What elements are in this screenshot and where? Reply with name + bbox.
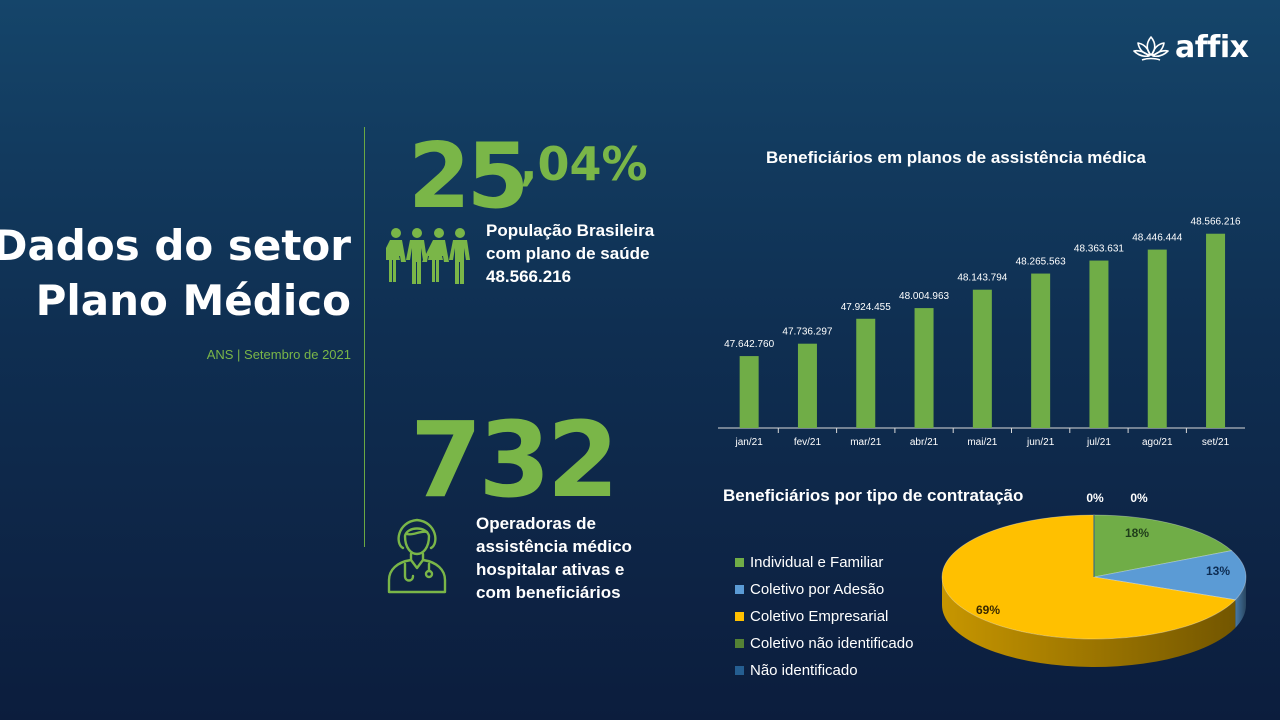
x-tick-label: jan/21 xyxy=(735,437,764,448)
pie-value-label: 0% xyxy=(1130,491,1148,505)
beneficiaries-bar-chart: 47.642.760 jan/21 47.736.297 fev/21 47.924.4… xyxy=(718,217,1245,448)
bar xyxy=(972,289,992,428)
page-title: Dados do setor Plano Médico xyxy=(0,218,351,328)
bar-value-label: 48.566.216 xyxy=(1191,217,1241,228)
pie-value-label: 13% xyxy=(1206,564,1230,578)
lotus-icon xyxy=(1133,35,1169,61)
coverage-description-line2: com plano de saúde xyxy=(486,244,650,263)
legend-label: Coletivo por Adesão xyxy=(750,581,885,598)
brand-logo: affix xyxy=(1133,30,1249,65)
x-tick-label: mar/21 xyxy=(850,437,882,448)
pie-slice xyxy=(1093,550,1247,601)
bar xyxy=(856,318,876,428)
legend-label: Coletivo não identificado xyxy=(750,635,914,652)
operators-description-line2: assistência médico xyxy=(476,537,632,556)
coverage-percent-decimal: ,04% xyxy=(520,137,648,191)
legend-label: Individual e Familiar xyxy=(750,554,884,571)
legend-item: Coletivo Empresarial xyxy=(735,603,913,630)
bar xyxy=(914,308,934,428)
legend-item: Não identificado xyxy=(735,657,913,684)
pie-slice-side xyxy=(1235,577,1246,628)
pie-slice xyxy=(941,514,1237,640)
legend-swatch xyxy=(735,612,744,621)
coverage-description-line1: População Brasileira xyxy=(486,221,655,240)
x-tick-label: jun/21 xyxy=(1026,437,1055,448)
bar-chart-title: Beneficiários em planos de assistência m… xyxy=(766,148,1146,167)
bar-value-label: 47.924.455 xyxy=(841,302,891,313)
bar-value-label: 47.642.760 xyxy=(724,339,774,350)
coverage-percent-integer: 25 xyxy=(408,124,529,229)
doctor-icon xyxy=(387,518,447,594)
coverage-description-line3: 48.566.216 xyxy=(486,267,572,286)
operators-description: Operadoras de assistência médico hospita… xyxy=(476,512,666,604)
x-tick-label: mai/21 xyxy=(967,437,997,448)
bar-value-label: 47.736.297 xyxy=(782,327,832,338)
x-tick-label: ago/21 xyxy=(1142,437,1173,448)
bar-value-label: 48.004.963 xyxy=(899,291,949,302)
page-title-line2: Plano Médico xyxy=(35,276,351,325)
divider xyxy=(364,127,365,547)
coverage-description: População Brasileira com plano de saúde … xyxy=(486,219,686,288)
operators-count: 732 xyxy=(410,399,619,521)
legend-swatch xyxy=(735,666,744,675)
legend-swatch xyxy=(735,639,744,648)
legend-label: Não identificado xyxy=(750,662,858,679)
pie-slice-side xyxy=(942,577,1236,667)
bar-value-label: 48.143.794 xyxy=(957,273,1007,284)
x-tick-label: fev/21 xyxy=(794,437,822,448)
pie-legend: Individual e Familiar Coletivo por Adesão… xyxy=(735,549,913,684)
pie-value-label: 18% xyxy=(1125,526,1149,540)
legend-item: Coletivo por Adesão xyxy=(735,576,913,603)
bar xyxy=(1206,233,1226,428)
bar-value-label: 48.265.563 xyxy=(1016,257,1066,268)
pie-value-label: 0% xyxy=(1086,491,1104,505)
x-tick-label: set/21 xyxy=(1202,437,1230,448)
bar xyxy=(739,356,759,428)
bar xyxy=(1031,273,1051,428)
page-subtitle: ANS | Setembro de 2021 xyxy=(206,347,351,362)
x-tick-label: jul/21 xyxy=(1086,437,1111,448)
legend-swatch xyxy=(735,585,744,594)
legend-item: Coletivo não identificado xyxy=(735,630,913,657)
bar-value-label: 48.363.631 xyxy=(1074,244,1124,255)
pie-chart-title: Beneficiários por tipo de contratação xyxy=(723,486,1024,505)
legend-swatch xyxy=(735,558,744,567)
brand-name: affix xyxy=(1175,30,1249,65)
operators-description-line4: com beneficiários xyxy=(476,583,621,602)
bar-value-label: 48.446.444 xyxy=(1132,233,1182,244)
bar xyxy=(1089,260,1109,428)
legend-label: Coletivo Empresarial xyxy=(750,608,889,625)
operators-description-line1: Operadoras de xyxy=(476,514,596,533)
operators-description-line3: hospitalar ativas e xyxy=(476,560,625,579)
legend-item: Individual e Familiar xyxy=(735,549,913,576)
x-tick-label: abr/21 xyxy=(910,437,939,448)
page-title-line1: Dados do setor xyxy=(0,221,351,270)
people-group-icon xyxy=(386,228,470,284)
bar xyxy=(1147,249,1167,428)
pie-slice xyxy=(1093,514,1233,578)
pie-value-label: 69% xyxy=(976,603,1000,617)
bar xyxy=(797,343,817,428)
contract-type-pie-chart: 18% 13% 69% 0% 0% xyxy=(941,491,1247,667)
